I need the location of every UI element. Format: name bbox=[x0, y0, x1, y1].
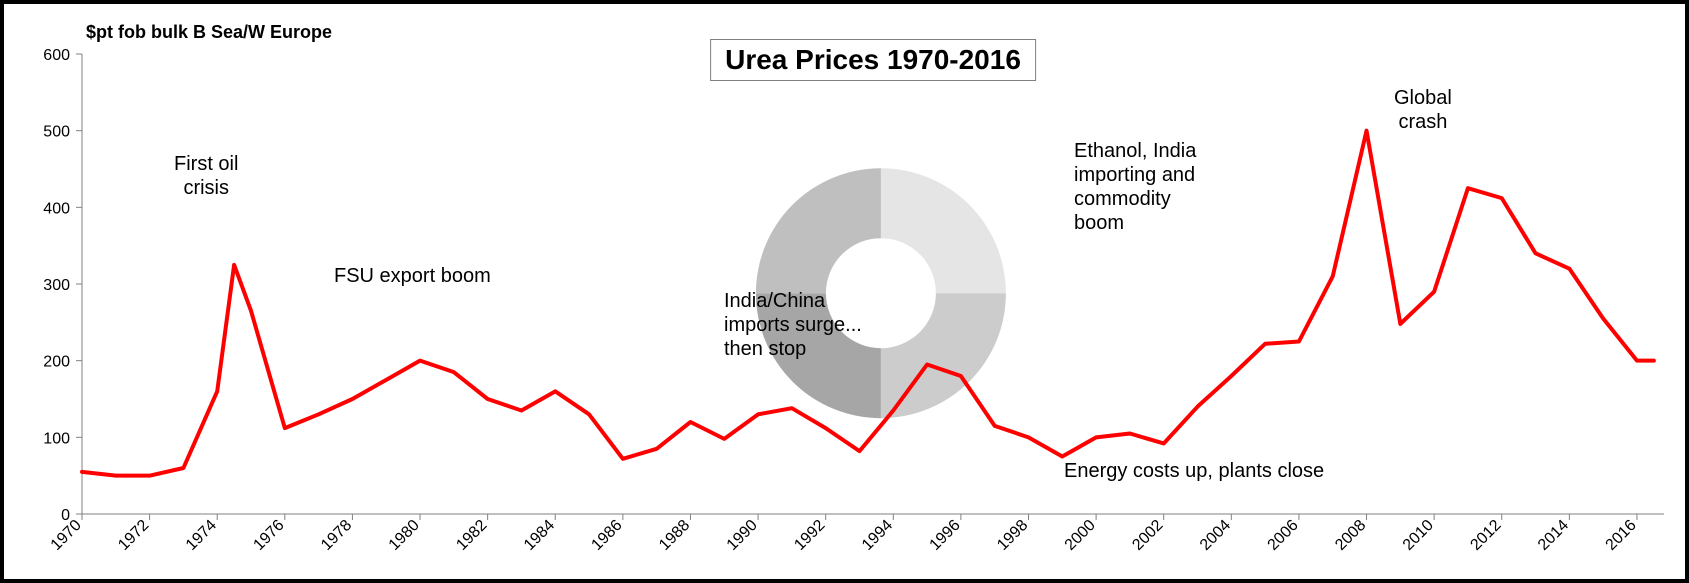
x-tick-label: 2012 bbox=[1467, 517, 1504, 554]
x-tick-label: 2016 bbox=[1603, 517, 1640, 554]
y-axis-title: $pt fob bulk B Sea/W Europe bbox=[86, 22, 332, 43]
x-tick-label: 2008 bbox=[1332, 517, 1369, 554]
x-tick-label: 1972 bbox=[115, 517, 152, 554]
x-tick-label: 1998 bbox=[994, 517, 1031, 554]
x-tick-label: 2004 bbox=[1197, 517, 1234, 554]
annotation-india-china: India/Chinaimports surge...then stop bbox=[724, 289, 862, 361]
chart-frame: 0100200300400500600197019721974197619781… bbox=[0, 0, 1689, 583]
annotation-first-oil-crisis: First oilcrisis bbox=[174, 152, 238, 200]
y-tick-label: 200 bbox=[43, 354, 70, 371]
watermark-segment bbox=[881, 168, 1006, 293]
annotation-ethanol-india: Ethanol, Indiaimporting andcommodityboom bbox=[1074, 139, 1196, 235]
x-tick-label: 1994 bbox=[859, 517, 896, 554]
x-tick-label: 1992 bbox=[791, 517, 828, 554]
y-tick-label: 400 bbox=[43, 200, 70, 217]
x-tick-label: 1978 bbox=[318, 517, 355, 554]
y-tick-label: 300 bbox=[43, 277, 70, 294]
watermark-segment bbox=[756, 168, 881, 293]
chart-title: Urea Prices 1970-2016 bbox=[710, 39, 1036, 81]
x-tick-label: 1982 bbox=[453, 517, 490, 554]
x-tick-label: 1970 bbox=[48, 517, 85, 554]
annotation-fsu-export-boom: FSU export boom bbox=[334, 264, 491, 288]
annotation-global-crash: Globalcrash bbox=[1394, 86, 1452, 134]
x-tick-label: 1990 bbox=[724, 517, 761, 554]
x-tick-label: 2014 bbox=[1535, 517, 1572, 554]
x-tick-label: 2010 bbox=[1400, 517, 1437, 554]
x-tick-label: 1980 bbox=[386, 517, 423, 554]
x-tick-label: 1976 bbox=[250, 517, 287, 554]
y-tick-label: 600 bbox=[43, 47, 70, 64]
x-tick-label: 1986 bbox=[588, 517, 625, 554]
y-tick-label: 500 bbox=[43, 124, 70, 141]
x-tick-label: 2002 bbox=[1129, 517, 1166, 554]
annotation-energy-costs: Energy costs up, plants close bbox=[1064, 459, 1324, 483]
x-tick-label: 1984 bbox=[521, 517, 558, 554]
x-tick-label: 2000 bbox=[1062, 517, 1099, 554]
x-tick-label: 2006 bbox=[1265, 517, 1302, 554]
x-tick-label: 1988 bbox=[656, 517, 693, 554]
x-tick-label: 1974 bbox=[183, 517, 220, 554]
y-tick-label: 100 bbox=[43, 430, 70, 447]
x-tick-label: 1996 bbox=[927, 517, 964, 554]
